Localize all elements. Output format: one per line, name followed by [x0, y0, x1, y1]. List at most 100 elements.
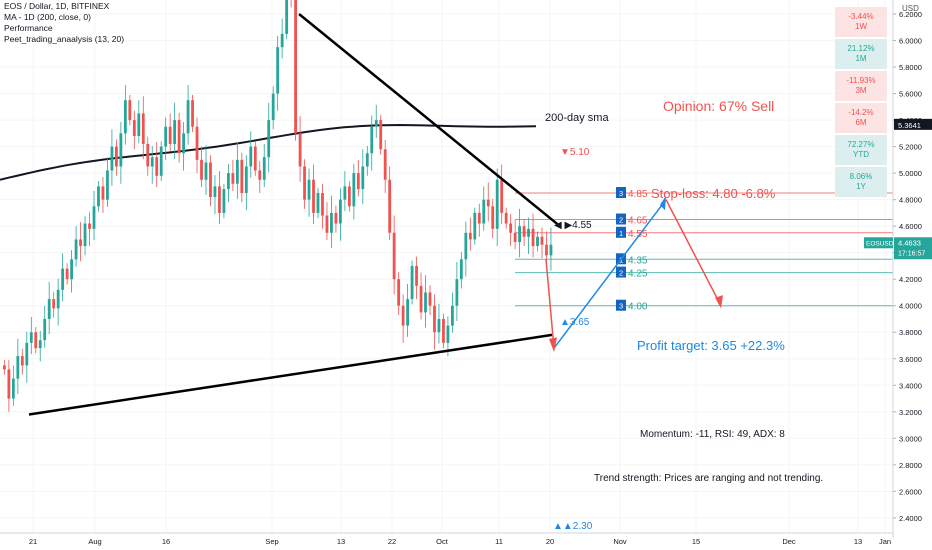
level-label: 4.25 — [628, 269, 648, 280]
candle — [419, 285, 423, 313]
candle — [347, 186, 351, 207]
high-marker: ▼5.10 — [560, 147, 590, 158]
x-tick-label: Nov — [613, 537, 627, 546]
candle — [150, 157, 154, 167]
trendlines — [28, 13, 561, 416]
y-tick-label: 6.0000 — [899, 37, 922, 46]
y-tick-label: 4.8000 — [899, 196, 922, 205]
level-number-box — [616, 226, 626, 238]
support-resistance-levels: 3 4.852 4.651 4.551 4.352 4.253 4.00 — [515, 187, 893, 313]
candle — [522, 226, 526, 237]
candle — [549, 244, 553, 256]
currency-label[interactable]: USD — [902, 4, 919, 13]
candle — [249, 146, 253, 167]
y-tick-label: 3.2000 — [899, 408, 922, 417]
candle — [191, 100, 194, 127]
candle — [43, 318, 47, 341]
y-tick-label: 4.2000 — [899, 275, 922, 284]
level-label: 4.85 — [628, 189, 648, 200]
resistance-trendline — [298, 13, 561, 228]
candle — [7, 369, 11, 399]
candle — [500, 179, 504, 213]
candle — [222, 189, 226, 213]
ma-indicator-label[interactable]: MA - 1D (200, close, 0) — [4, 12, 91, 22]
candle — [159, 146, 163, 176]
y-tick-label: 5.2000 — [899, 143, 922, 152]
candle — [513, 232, 517, 243]
candle — [482, 199, 486, 224]
candle — [276, 47, 280, 94]
y-tick-label: 3.6000 — [899, 355, 922, 364]
x-tick-label: Aug — [88, 537, 101, 546]
x-tick-label: 22 — [388, 537, 396, 546]
candle — [231, 173, 235, 184]
candles — [3, 0, 553, 412]
candle — [227, 173, 230, 190]
candle — [25, 342, 29, 366]
candle — [74, 239, 78, 260]
candle — [115, 146, 118, 167]
performance-indicator-label[interactable]: Performance — [4, 23, 53, 33]
level-label: 4.00 — [628, 302, 648, 313]
candle — [204, 162, 208, 180]
y-tick-label: 5.8000 — [899, 63, 922, 72]
candle — [128, 100, 132, 121]
x-tick-label: 20 — [546, 537, 554, 546]
candle — [540, 236, 544, 245]
candle — [401, 305, 405, 326]
y-tick-label: 3.4000 — [899, 381, 922, 390]
candle — [47, 299, 51, 319]
candle — [325, 215, 329, 233]
candle — [509, 223, 513, 233]
candle — [155, 157, 159, 176]
candle — [29, 332, 33, 343]
candle — [459, 259, 463, 280]
sma-label: 200-day sma — [545, 112, 609, 124]
performance-value: -14.2% — [848, 108, 874, 117]
candle — [164, 126, 168, 147]
candle — [11, 378, 15, 399]
candle — [527, 228, 530, 237]
candle — [446, 325, 450, 343]
candle — [392, 232, 396, 280]
candle — [410, 265, 414, 300]
candle — [34, 332, 38, 349]
performance-period: 1Y — [856, 182, 866, 191]
custom-indicator-label[interactable]: Peet_trading_anaalysis (13, 20) — [4, 34, 125, 44]
candle — [298, 133, 302, 167]
x-tick-label: Dec — [782, 537, 796, 546]
candle — [262, 157, 266, 180]
performance-value: 21.12% — [847, 44, 875, 53]
candle — [132, 120, 136, 136]
candle — [182, 133, 185, 154]
candle — [253, 146, 257, 171]
candle — [370, 126, 374, 154]
candle — [70, 259, 73, 280]
candle — [365, 153, 369, 167]
candle — [20, 356, 24, 366]
candle — [356, 173, 360, 190]
candle — [495, 179, 499, 229]
performance-cell: -11.93% 3M — [835, 71, 887, 101]
performance-cell: 8.06% 1Y — [835, 167, 887, 197]
x-tick-label: Jan — [879, 537, 891, 546]
candle — [271, 93, 275, 121]
candle — [504, 212, 508, 224]
projection-arrows — [545, 195, 723, 353]
candle — [88, 223, 91, 229]
level-number: 2 — [619, 269, 623, 278]
y-tick-label: 6.2000 — [899, 10, 922, 19]
candle — [56, 289, 60, 309]
down-arrow-head — [549, 337, 557, 353]
level-number: 3 — [619, 302, 623, 311]
pointer-label: ◀ ▶4.55 — [554, 220, 592, 231]
candle — [235, 159, 239, 184]
performance-period: 3M — [855, 86, 867, 95]
candle — [477, 212, 481, 224]
price-axis: 6.20006.00005.80005.60005.40005.20005.00… — [864, 0, 932, 538]
performance-period: YTD — [853, 150, 869, 159]
profit-target-text: Profit target: 3.65 +22.3% — [637, 338, 785, 353]
candle — [218, 186, 221, 213]
y-tick-label: 2.8000 — [899, 461, 922, 470]
